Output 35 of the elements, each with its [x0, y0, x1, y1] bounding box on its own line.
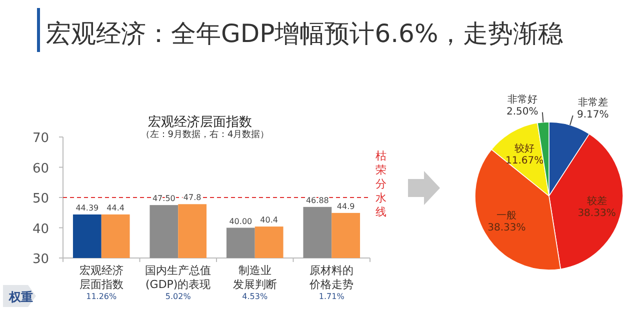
- x-tick-label: 原材料的价格走势: [308, 264, 354, 291]
- slice-label: 较差: [586, 195, 607, 208]
- text: 权重: [8, 290, 33, 304]
- text: 11.26%: [86, 292, 118, 301]
- text: 4.53%: [242, 292, 268, 301]
- data-label: 9.17%: [576, 109, 609, 120]
- x-tick-label: 宏观经济层面指数: [79, 264, 124, 291]
- data-label: 11.67%: [506, 156, 544, 167]
- data-label: 47.50: [152, 194, 176, 204]
- y-tick-label: 40: [32, 222, 49, 237]
- data-label: 38.33%: [578, 208, 616, 220]
- slice-label: 一般: [496, 210, 517, 222]
- y-tick-label: 30: [32, 252, 49, 267]
- data-label: 44.9: [336, 202, 355, 211]
- data-label: 44.4: [106, 203, 124, 212]
- text: 5.02%: [165, 292, 192, 301]
- data-label: 44.39: [76, 203, 99, 212]
- text: 1.71%: [318, 292, 345, 301]
- slice-label: 较好: [514, 142, 535, 155]
- data-label: 40.00: [229, 216, 252, 226]
- y-tick-label: 60: [32, 161, 49, 176]
- data-label: 40.4: [260, 216, 278, 225]
- data-label: 2.50%: [506, 106, 538, 118]
- text: 宏观经济：全年GDP增幅预计6.6%，走势渐稳: [46, 19, 564, 48]
- x-tick-label: 国内生产总值(GDP)的表现: [145, 264, 212, 291]
- x-tick-label: 制造业发展判断: [232, 264, 277, 291]
- slice-label: 非常差: [578, 96, 608, 108]
- y-tick-label: 70: [32, 131, 49, 146]
- chart-title: 宏观经济层面指数: [148, 114, 252, 130]
- slice-label: 非常好: [507, 93, 538, 106]
- y-tick-label: 50: [32, 192, 49, 206]
- data-label: 38.33%: [488, 222, 526, 234]
- ref-line-label: 枯荣分水线: [376, 150, 386, 218]
- chart-subtitle: （左：9月数据，右：4月数据）: [140, 129, 270, 140]
- data-label: 46.88: [306, 196, 329, 205]
